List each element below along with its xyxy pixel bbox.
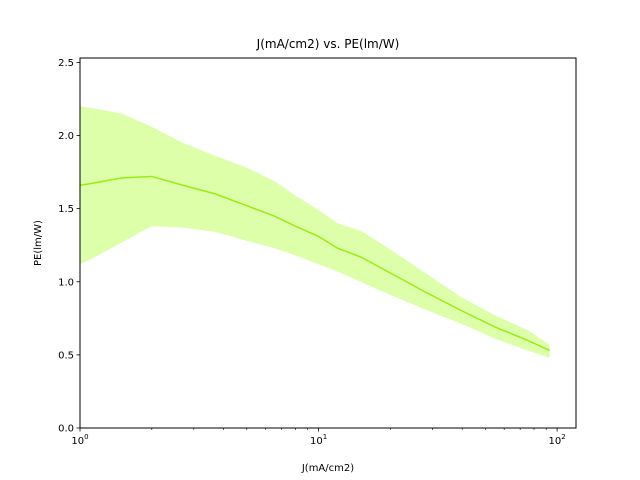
y-axis: 0.0 0.5 1.0 1.5 2.0 2.5 (58, 58, 80, 435)
plot-area (79, 106, 550, 358)
x-tick-label: 101 (310, 433, 327, 447)
y-tick-label: 2.0 (58, 131, 74, 142)
x-tick-label: 102 (549, 433, 566, 447)
y-tick-label: 1.5 (58, 204, 74, 215)
chart-title: J(mA/cm2) vs. PE(lm/W) (256, 37, 400, 51)
series-line (79, 175, 550, 352)
x-axis: 100 101 102 (71, 428, 566, 447)
y-tick-label: 1.0 (58, 277, 74, 288)
y-tick-label: 0.5 (58, 350, 74, 361)
y-tick-label: 2.5 (58, 58, 74, 69)
y-axis-label: PE(lm/W) (33, 220, 44, 266)
x-tick-label: 100 (71, 433, 88, 447)
x-axis-label: J(mA/cm2) (301, 463, 354, 474)
y-tick-label: 0.0 (58, 424, 74, 435)
plot-frame (79, 57, 577, 429)
